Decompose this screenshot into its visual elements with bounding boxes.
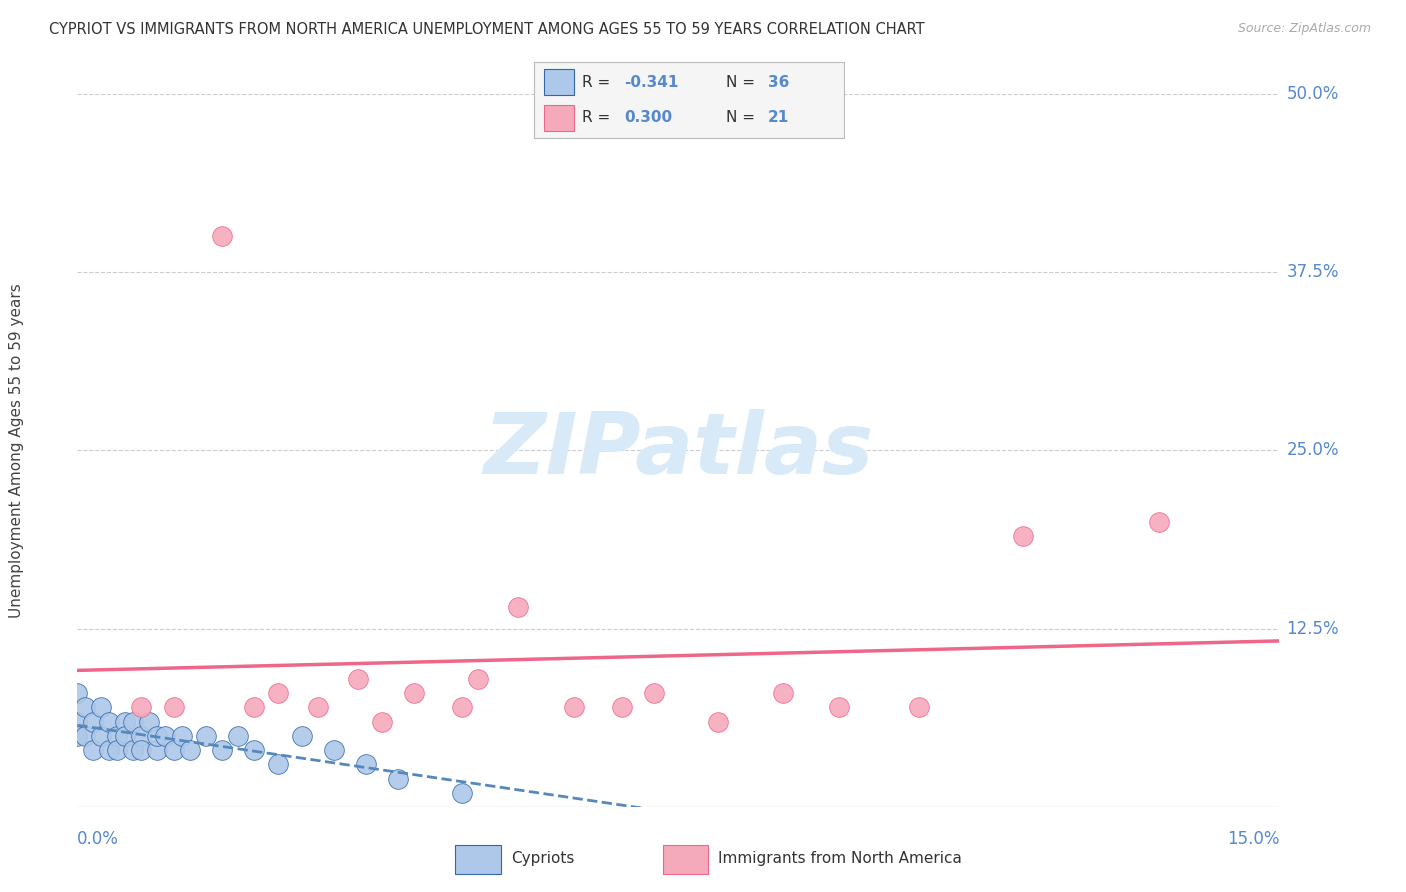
- Text: ZIPatlas: ZIPatlas: [484, 409, 873, 492]
- Point: [291, 729, 314, 743]
- Point: [82, 743, 104, 757]
- Text: 15.0%: 15.0%: [1227, 830, 1279, 847]
- Text: R =: R =: [582, 75, 616, 90]
- Point: [307, 700, 329, 714]
- Point: [467, 672, 489, 686]
- Point: [267, 686, 290, 700]
- Text: 36: 36: [768, 75, 789, 90]
- Point: [114, 729, 136, 743]
- Point: [98, 743, 121, 757]
- Point: [131, 729, 153, 743]
- Point: [122, 714, 145, 729]
- Point: [322, 743, 344, 757]
- Point: [226, 729, 249, 743]
- Point: [122, 743, 145, 757]
- Point: [194, 729, 217, 743]
- Point: [347, 672, 370, 686]
- Text: Immigrants from North America: Immigrants from North America: [718, 851, 962, 866]
- Point: [75, 729, 97, 743]
- Text: Cypriots: Cypriots: [510, 851, 574, 866]
- Point: [1012, 529, 1035, 543]
- Text: 0.0%: 0.0%: [77, 830, 120, 847]
- Point: [131, 700, 153, 714]
- Point: [211, 743, 233, 757]
- Point: [90, 729, 112, 743]
- Point: [387, 772, 409, 786]
- Point: [267, 757, 290, 772]
- Point: [107, 743, 129, 757]
- Point: [107, 729, 129, 743]
- Point: [451, 786, 474, 800]
- Point: [162, 700, 184, 714]
- Text: 12.5%: 12.5%: [1286, 620, 1339, 638]
- Text: 37.5%: 37.5%: [1286, 263, 1339, 281]
- Text: N =: N =: [725, 111, 759, 125]
- Text: 25.0%: 25.0%: [1286, 442, 1339, 459]
- Point: [162, 743, 184, 757]
- Point: [371, 714, 394, 729]
- Text: 0.300: 0.300: [624, 111, 672, 125]
- Text: Unemployment Among Ages 55 to 59 years: Unemployment Among Ages 55 to 59 years: [10, 283, 24, 618]
- Bar: [544, 70, 575, 95]
- Point: [75, 700, 97, 714]
- Point: [508, 600, 530, 615]
- Point: [908, 700, 931, 714]
- Point: [707, 714, 730, 729]
- Bar: [544, 105, 575, 130]
- Point: [612, 700, 634, 714]
- Point: [114, 714, 136, 729]
- Point: [242, 743, 264, 757]
- Point: [131, 743, 153, 757]
- Point: [98, 714, 121, 729]
- Point: [242, 700, 264, 714]
- Point: [828, 700, 851, 714]
- Point: [138, 714, 160, 729]
- Text: R =: R =: [582, 111, 616, 125]
- Point: [1149, 515, 1171, 529]
- Point: [66, 714, 89, 729]
- Text: Source: ZipAtlas.com: Source: ZipAtlas.com: [1237, 22, 1371, 36]
- Bar: [662, 845, 709, 874]
- Bar: [456, 845, 501, 874]
- Point: [402, 686, 425, 700]
- Point: [66, 686, 89, 700]
- Point: [354, 757, 377, 772]
- Point: [66, 729, 89, 743]
- Point: [170, 729, 193, 743]
- Text: N =: N =: [725, 75, 759, 90]
- Point: [451, 700, 474, 714]
- Point: [211, 229, 233, 244]
- Point: [772, 686, 794, 700]
- Point: [155, 729, 177, 743]
- Point: [179, 743, 201, 757]
- Point: [146, 743, 169, 757]
- Point: [146, 729, 169, 743]
- Text: 21: 21: [768, 111, 789, 125]
- Point: [90, 700, 112, 714]
- Point: [562, 700, 585, 714]
- Text: 50.0%: 50.0%: [1286, 85, 1339, 103]
- Point: [643, 686, 665, 700]
- Text: -0.341: -0.341: [624, 75, 678, 90]
- Text: CYPRIOT VS IMMIGRANTS FROM NORTH AMERICA UNEMPLOYMENT AMONG AGES 55 TO 59 YEARS : CYPRIOT VS IMMIGRANTS FROM NORTH AMERICA…: [49, 22, 925, 37]
- Point: [82, 714, 104, 729]
